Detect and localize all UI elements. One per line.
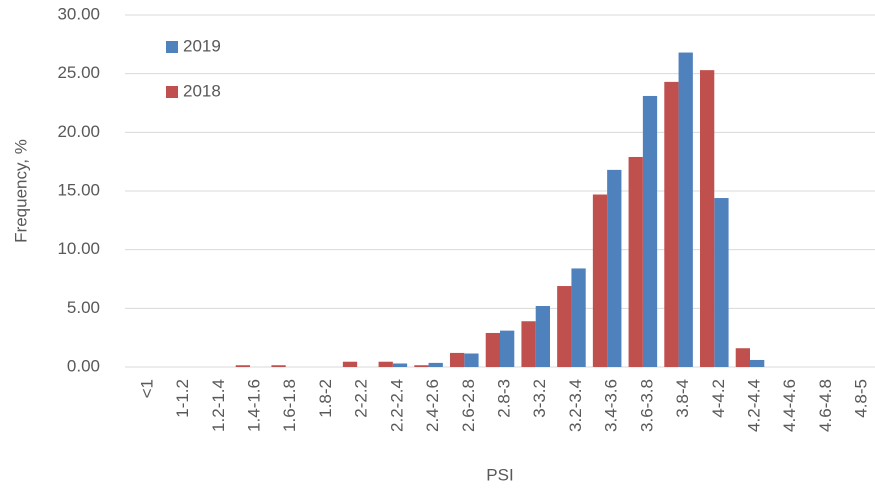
bar bbox=[500, 330, 515, 367]
x-tick-label: 3-3.2 bbox=[530, 379, 549, 418]
x-tick-label: 1.6-1.8 bbox=[280, 379, 299, 432]
bar bbox=[628, 156, 643, 367]
bar bbox=[521, 321, 536, 367]
x-tick-label: <1 bbox=[137, 379, 156, 398]
x-tick-label: 2.2-2.4 bbox=[387, 379, 406, 432]
bar bbox=[271, 365, 286, 367]
bar bbox=[235, 365, 250, 367]
bar bbox=[571, 268, 586, 367]
bar bbox=[557, 286, 572, 367]
x-tick-label: 4.6-4.8 bbox=[816, 379, 835, 432]
bar bbox=[750, 359, 765, 367]
bar bbox=[414, 365, 429, 367]
y-tick-label: 15.00 bbox=[57, 180, 100, 199]
y-tick-label: 30.00 bbox=[57, 4, 100, 23]
bar bbox=[392, 363, 408, 367]
bar bbox=[485, 332, 500, 367]
x-tick-label: 1.8-2 bbox=[316, 379, 335, 418]
y-tick-label: 20.00 bbox=[57, 122, 100, 141]
bar bbox=[714, 198, 729, 367]
x-tick-label: 4.8-5 bbox=[852, 379, 871, 418]
bar bbox=[450, 352, 465, 367]
x-tick-label: 4.2-4.4 bbox=[744, 379, 763, 432]
legend-label: 2018 bbox=[183, 81, 221, 100]
legend-swatch bbox=[166, 41, 178, 53]
bar bbox=[592, 194, 608, 367]
bar bbox=[342, 361, 358, 367]
x-tick-label: 4.4-4.6 bbox=[780, 379, 799, 432]
legend-swatch bbox=[166, 86, 178, 98]
x-tick-label: 3.6-3.8 bbox=[637, 379, 656, 432]
bar bbox=[378, 361, 393, 367]
x-tick-label: 4-4.2 bbox=[709, 379, 728, 418]
bar bbox=[678, 52, 693, 368]
y-tick-label: 25.00 bbox=[57, 63, 100, 82]
x-tick-label: 3.8-4 bbox=[673, 379, 692, 418]
x-axis-title: PSI bbox=[486, 465, 513, 484]
x-tick-label: 2.8-3 bbox=[494, 379, 513, 418]
x-tick-label: 1-1.2 bbox=[173, 379, 192, 418]
y-tick-label: 0.00 bbox=[67, 356, 100, 375]
x-tick-label: 1.2-1.4 bbox=[209, 379, 228, 432]
y-tick-label: 5.00 bbox=[67, 298, 100, 317]
bar bbox=[464, 353, 479, 367]
bar bbox=[664, 81, 679, 367]
x-tick-label: 3.4-3.6 bbox=[602, 379, 621, 432]
bar bbox=[642, 95, 658, 368]
legend-label: 2019 bbox=[183, 36, 221, 55]
y-axis-title: Frequency, % bbox=[11, 139, 30, 243]
bar bbox=[735, 348, 750, 367]
x-tick-label: 2.6-2.8 bbox=[459, 379, 478, 432]
x-tick-label: 1.4-1.6 bbox=[244, 379, 263, 432]
x-tick-label: 2.4-2.6 bbox=[423, 379, 442, 432]
bar bbox=[428, 362, 443, 367]
x-tick-label: 3.2-3.4 bbox=[566, 379, 585, 432]
bar bbox=[607, 169, 622, 367]
x-tick-label: 2-2.2 bbox=[352, 379, 371, 418]
bar bbox=[700, 70, 715, 367]
bar bbox=[535, 305, 550, 367]
y-tick-label: 10.00 bbox=[57, 239, 100, 258]
